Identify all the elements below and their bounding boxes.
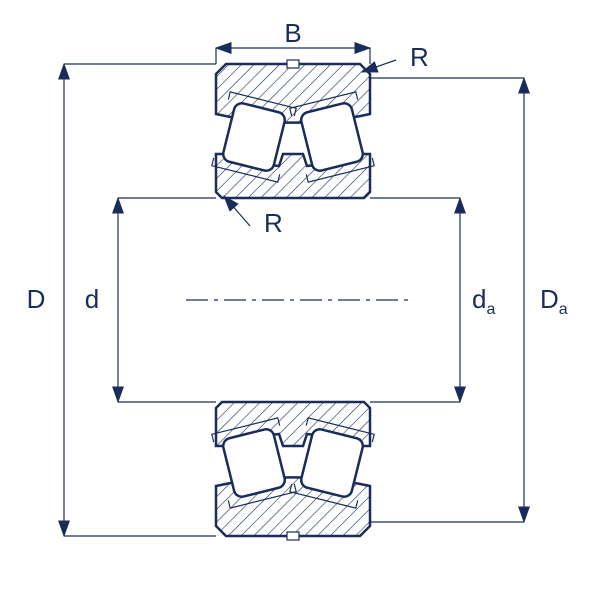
- dim-label-d: d: [85, 284, 99, 314]
- bearing-diagram: Dd Da da B R R: [0, 0, 600, 600]
- notch-top: [287, 60, 299, 68]
- notch-bottom: [287, 532, 299, 540]
- dim-label-D: D: [27, 284, 46, 314]
- dim-label-B: B: [284, 18, 301, 48]
- dim-label-Da: Da: [540, 284, 568, 318]
- dim-label-da: da: [472, 284, 495, 318]
- leader-R-outer: [362, 60, 396, 72]
- dim-label-R: R: [264, 208, 283, 238]
- dim-label-R: R: [410, 42, 429, 72]
- leader-R-inner: [224, 196, 250, 226]
